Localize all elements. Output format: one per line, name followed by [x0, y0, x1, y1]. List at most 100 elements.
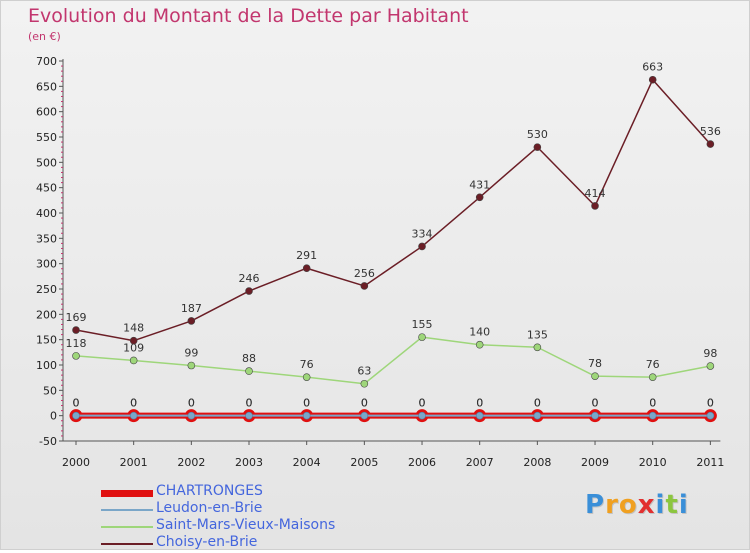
y-tick-label: 650 — [36, 80, 57, 93]
data-label: 0 — [130, 397, 137, 410]
y-tick-label: 150 — [36, 334, 57, 347]
y-tick-label: 250 — [36, 283, 57, 296]
x-tick-label: 2004 — [293, 456, 321, 469]
logo-letter: i — [678, 490, 689, 520]
data-point — [475, 340, 484, 349]
data-point — [591, 372, 599, 380]
data-point — [187, 317, 196, 325]
data-label: 98 — [703, 347, 717, 360]
data-point — [475, 411, 484, 420]
legend-swatch — [101, 489, 153, 497]
logo-letter: r — [605, 490, 619, 520]
data-point — [245, 411, 253, 420]
data-label: 99 — [184, 347, 198, 360]
data-label: 0 — [534, 397, 541, 410]
data-label: 291 — [296, 249, 317, 262]
data-point — [648, 411, 657, 420]
data-label: 155 — [412, 318, 433, 331]
data-point — [245, 287, 253, 295]
data-point — [418, 411, 426, 420]
x-tick-label: 2011 — [696, 456, 724, 469]
data-label: 0 — [246, 397, 253, 410]
data-label: 0 — [303, 397, 310, 410]
y-tick-label: 550 — [36, 131, 57, 144]
data-point — [302, 264, 311, 273]
data-label: 0 — [707, 397, 714, 410]
y-tick-label: 700 — [36, 55, 57, 68]
data-label: 431 — [469, 178, 490, 191]
data-label: 118 — [66, 337, 87, 350]
x-tick-label: 2002 — [177, 456, 205, 469]
x-tick-label: 2005 — [350, 456, 378, 469]
data-label: 0 — [649, 397, 656, 410]
data-label: 536 — [700, 125, 721, 138]
data-point — [591, 411, 599, 420]
data-label: 0 — [707, 397, 714, 410]
data-label: 0 — [188, 397, 195, 410]
data-label: 334 — [412, 227, 433, 240]
data-point — [706, 140, 715, 148]
chart-subtitle: (en €) — [28, 30, 61, 43]
y-tick-label: 50 — [43, 384, 57, 397]
data-point — [72, 326, 80, 334]
data-label: 0 — [361, 397, 368, 410]
data-label: 0 — [592, 397, 599, 410]
data-label: 76 — [646, 358, 660, 371]
data-point — [245, 367, 253, 375]
y-tick-label: 300 — [36, 258, 57, 271]
y-tick-label: 600 — [36, 106, 57, 119]
data-label: 78 — [588, 357, 602, 370]
data-point — [591, 202, 599, 210]
data-label: 0 — [130, 397, 137, 410]
x-tick-label: 2009 — [581, 456, 609, 469]
logo-letter: o — [618, 490, 638, 520]
data-point — [648, 373, 657, 381]
data-label: 246 — [239, 272, 260, 285]
x-tick-label: 2008 — [523, 456, 551, 469]
data-label: 169 — [66, 311, 87, 324]
x-tick-label: 2006 — [408, 456, 436, 469]
data-label: 0 — [73, 397, 80, 410]
data-point — [302, 411, 311, 420]
data-point — [360, 411, 369, 420]
data-label: 414 — [585, 187, 606, 200]
legend-label: Choisy-en-Brie — [156, 534, 258, 550]
data-label: 135 — [527, 328, 548, 341]
data-point — [533, 411, 542, 420]
data-label: 187 — [181, 302, 202, 315]
logo-letter: i — [655, 490, 666, 520]
series-line — [75, 336, 711, 385]
data-point — [706, 411, 715, 420]
y-tick-label: 100 — [36, 359, 57, 372]
legend-swatch — [101, 543, 153, 545]
x-tick-label: 2000 — [62, 456, 90, 469]
chart-title: Evolution du Montant de la Dette par Hab… — [28, 5, 469, 27]
data-point — [360, 379, 369, 388]
data-label: 88 — [242, 352, 256, 365]
logo-letter: x — [637, 490, 656, 520]
data-label: 0 — [476, 397, 483, 410]
data-point — [187, 411, 196, 420]
data-point — [129, 336, 138, 345]
data-label: 0 — [419, 397, 426, 410]
data-point — [72, 411, 80, 420]
data-point — [533, 143, 542, 151]
data-label: 76 — [300, 358, 314, 371]
data-label: 530 — [527, 128, 548, 141]
y-tick-label: 450 — [36, 182, 57, 195]
data-label: 0 — [476, 397, 483, 410]
legend-label: Saint-Mars-Vieux-Maisons — [156, 517, 336, 533]
data-label: 0 — [188, 397, 195, 410]
x-tick-label: 2003 — [235, 456, 263, 469]
x-tick-label: 2010 — [639, 456, 667, 469]
data-label: 63 — [357, 365, 371, 378]
data-point — [418, 333, 426, 341]
data-label: 0 — [246, 397, 253, 410]
data-label: 0 — [361, 397, 368, 410]
y-tick-label: 200 — [36, 308, 57, 321]
logo-letter: t — [665, 490, 679, 520]
x-tick-label: 2001 — [120, 456, 148, 469]
data-label: 256 — [354, 267, 375, 280]
logo-letter: P — [585, 490, 606, 520]
